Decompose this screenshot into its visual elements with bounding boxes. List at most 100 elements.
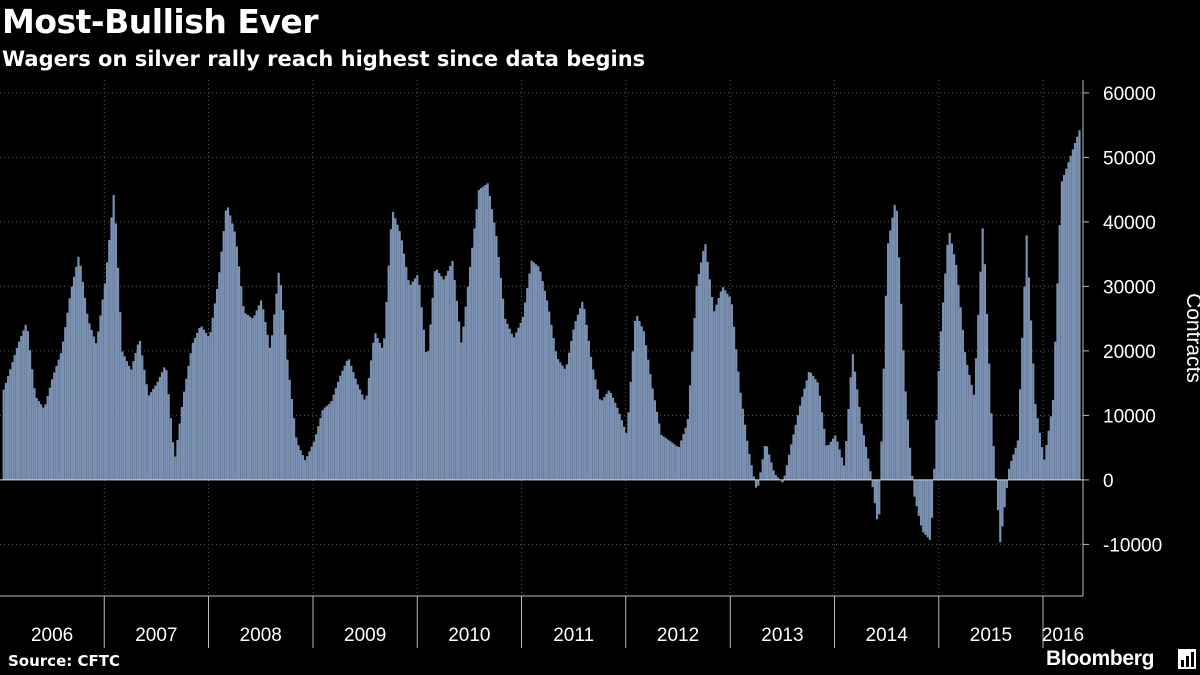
bar (220, 251, 223, 480)
y-tick-label: 30000 (1103, 277, 1156, 298)
bar (1018, 389, 1022, 480)
bar (416, 275, 419, 480)
bar (391, 211, 395, 480)
bar (1021, 337, 1024, 480)
bar (77, 256, 80, 480)
bar (187, 365, 190, 480)
bar (981, 228, 984, 480)
bar (726, 293, 729, 480)
bar (354, 378, 357, 480)
bar (407, 280, 410, 480)
bar (4, 382, 7, 480)
bar (693, 318, 696, 480)
bar (64, 327, 67, 480)
bar (783, 475, 786, 480)
bar (880, 441, 883, 480)
y-tick-label: 50000 (1103, 148, 1156, 169)
bar (933, 468, 936, 480)
bar (475, 209, 478, 480)
x-tick-label: 2006 (31, 625, 73, 646)
bar (149, 392, 153, 480)
bar (486, 183, 489, 480)
bar (504, 318, 507, 480)
bar (746, 440, 749, 480)
bar (211, 317, 214, 480)
bar (119, 312, 122, 480)
bar (136, 344, 139, 480)
bar (1058, 225, 1061, 480)
bar (350, 365, 353, 480)
bar (603, 397, 606, 480)
bar (108, 239, 111, 480)
bar (996, 479, 1000, 511)
bar (567, 352, 571, 480)
bar (477, 190, 480, 480)
bar (847, 409, 850, 480)
y-tick-label: 60000 (1103, 84, 1156, 105)
bar (1051, 399, 1055, 480)
bar (512, 337, 516, 480)
bar (662, 436, 665, 480)
bar (240, 286, 243, 480)
bar (464, 306, 467, 480)
bar (776, 477, 780, 480)
bar (653, 400, 656, 480)
bar (922, 479, 925, 533)
bar (627, 412, 630, 480)
bar (671, 442, 674, 480)
bar (770, 462, 773, 480)
bar (424, 352, 428, 480)
bar (625, 433, 628, 480)
bar (979, 271, 982, 480)
bar (1025, 235, 1028, 480)
bar (792, 434, 795, 480)
bar (28, 350, 32, 480)
bar (994, 478, 997, 480)
bar (864, 446, 868, 480)
bar (116, 267, 120, 480)
bar (290, 399, 293, 480)
bar (24, 324, 27, 480)
bar (471, 247, 474, 480)
bar (35, 397, 38, 480)
bar (886, 243, 890, 480)
bar (1005, 479, 1008, 488)
bar (358, 389, 362, 480)
bar (873, 479, 876, 504)
bar (814, 379, 817, 480)
bar (1007, 468, 1011, 480)
bar (226, 207, 230, 480)
bar (347, 359, 351, 480)
bar (143, 369, 146, 480)
bar (306, 456, 309, 480)
bar (160, 372, 164, 480)
bar (882, 368, 885, 480)
bar (303, 460, 307, 480)
bar (1040, 447, 1044, 480)
bar (422, 329, 425, 480)
bar (774, 474, 777, 480)
bar (900, 303, 903, 480)
bar (570, 341, 573, 480)
bar (961, 329, 964, 480)
bar (578, 308, 582, 480)
bar (237, 266, 241, 480)
bar (323, 407, 326, 480)
bar (812, 375, 815, 480)
bar (1034, 403, 1037, 480)
bar (301, 455, 304, 480)
bar (867, 458, 870, 480)
bar (649, 374, 652, 480)
bar (497, 256, 500, 480)
bar (312, 441, 315, 480)
bar (611, 397, 615, 480)
bar (695, 285, 698, 480)
bar (801, 396, 804, 480)
bar (739, 392, 742, 480)
bar (288, 379, 291, 480)
bar (669, 441, 672, 480)
bar (684, 427, 687, 480)
bar (963, 352, 967, 480)
bar (37, 401, 40, 480)
